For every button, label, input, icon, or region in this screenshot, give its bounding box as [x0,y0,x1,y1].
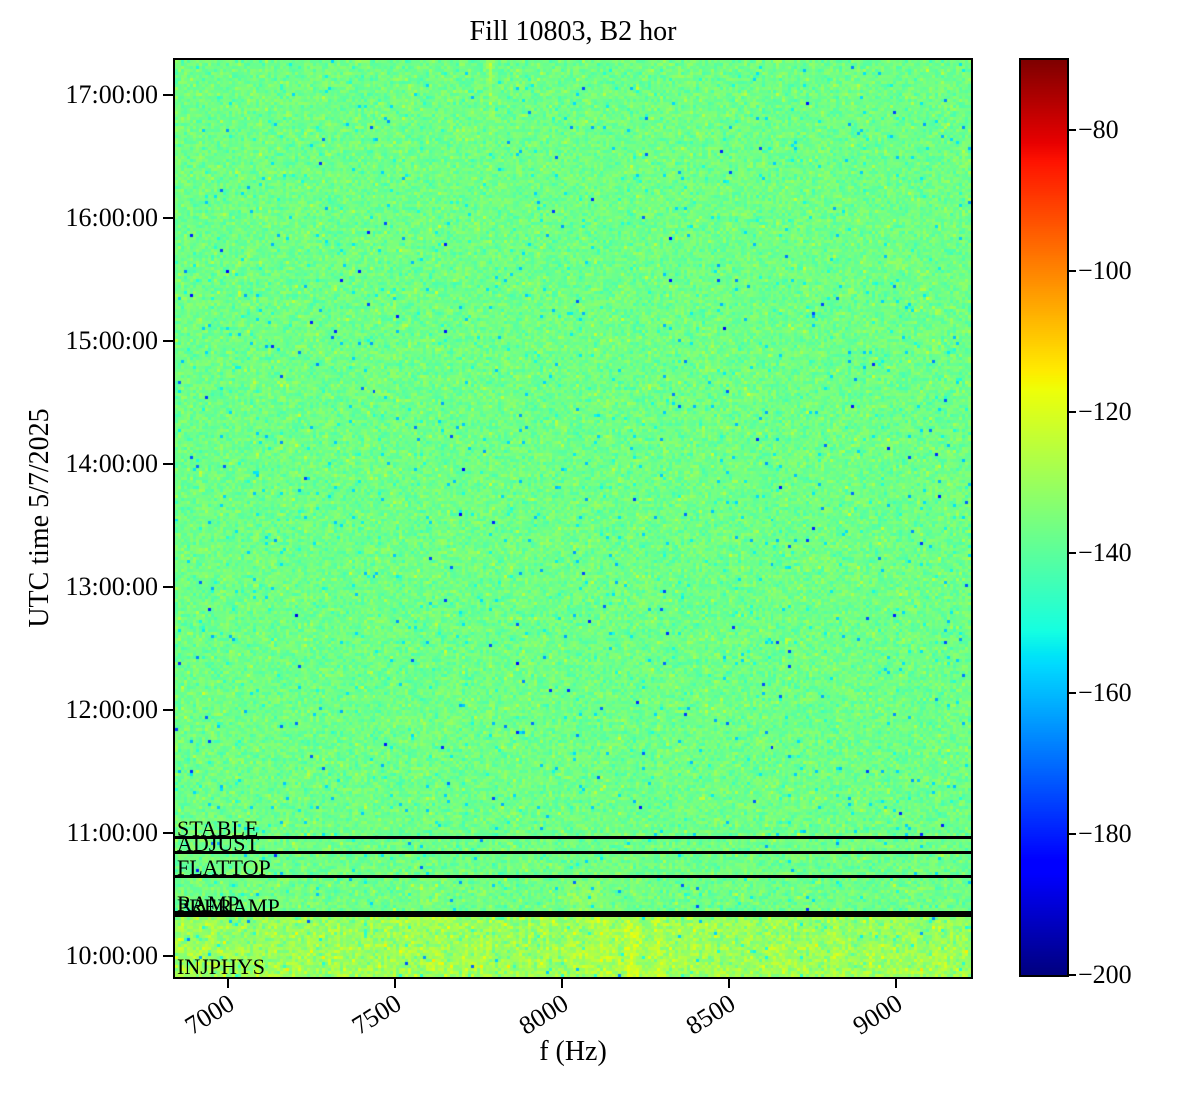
colorbar-tick-label: −160 [1078,678,1132,708]
plot-area [173,58,973,979]
colorbar-tick-mark [1069,974,1076,976]
colorbar-tick-label: −80 [1078,115,1119,145]
y-tick-mark [163,586,173,589]
x-tick-mark [227,979,230,988]
y-axis-label: UTC time 5/7/2025 [24,408,55,628]
colorbar-tick-mark [1069,410,1076,413]
y-tick-mark [163,93,173,96]
y-tick-mark [163,832,173,835]
y-tick-mark [163,955,173,958]
y-tick-label: 12:00:00 [65,695,158,725]
y-tick-label: 16:00:00 [65,202,158,232]
y-tick-mark [163,709,173,712]
y-tick-mark [163,463,173,466]
colorbar-tick-label: −200 [1078,960,1132,989]
spectrogram-heatmap-canvas [175,60,971,977]
colorbar-tick-mark [1069,833,1076,836]
colorbar-tick-mark [1069,129,1076,132]
colorbar-tick-mark [1069,270,1076,273]
y-tick-label: 11:00:00 [66,818,158,848]
y-tick-label: 15:00:00 [65,326,158,355]
colorbar-tick-label: −120 [1078,396,1132,426]
colorbar-tick-mark [1069,692,1076,695]
chart-title: Fill 10803, B2 hor [469,16,677,47]
x-axis-label: f (Hz) [539,1036,607,1067]
x-tick-mark [561,979,564,988]
colorbar-tick-label: −140 [1078,537,1132,567]
x-tick-mark [728,979,731,988]
y-tick-label: 10:00:00 [65,941,158,971]
x-tick-mark [394,979,397,988]
y-tick-label: 17:00:00 [65,79,158,109]
colorbar-gradient-canvas [1021,60,1067,975]
colorbar-tick-mark [1069,551,1076,554]
colorbar-tick-label: −100 [1078,256,1132,286]
colorbar [1019,58,1069,977]
y-tick-mark [163,216,173,219]
colorbar-tick-label: −180 [1078,819,1132,849]
y-tick-mark [163,340,173,342]
x-tick-mark [894,979,897,988]
